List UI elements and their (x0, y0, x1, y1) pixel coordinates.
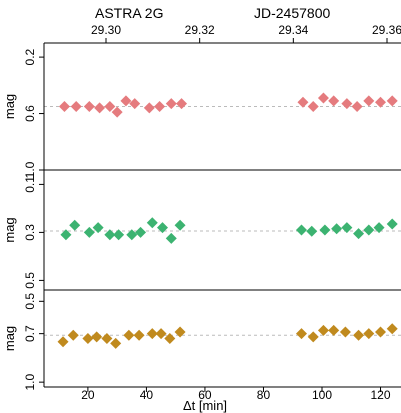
data-point (58, 101, 70, 112)
data-point (82, 333, 94, 344)
data-point (353, 329, 365, 341)
x-axis-label: Δt [min] (183, 398, 227, 413)
data-point (296, 224, 308, 236)
data-point (104, 101, 116, 112)
data-point (174, 219, 186, 231)
data-point (296, 328, 308, 340)
x-tick-label: 60 (198, 388, 212, 402)
data-point (307, 101, 319, 112)
top-tick-label: 29.30 (91, 23, 121, 37)
data-point (306, 225, 318, 237)
data-point (386, 218, 398, 230)
data-point (113, 229, 125, 241)
data-point (57, 336, 69, 348)
data-point (375, 326, 387, 338)
data-point (176, 98, 188, 110)
y-tick-label: 0.7 (23, 325, 37, 342)
x-tick-label: 120 (371, 388, 391, 402)
data-point (135, 226, 147, 238)
x-tick-label: 100 (312, 388, 332, 402)
data-point (373, 222, 385, 234)
data-point (328, 324, 340, 336)
top-tick-label: 29.34 (278, 23, 308, 37)
data-point (133, 329, 145, 341)
y-axis-label: mag (2, 326, 17, 351)
top-tick-label: 29.36 (372, 23, 401, 37)
data-point (319, 224, 331, 236)
data-point (104, 229, 116, 241)
data-point (126, 229, 138, 241)
data-point (154, 101, 166, 112)
data-point (174, 326, 186, 338)
data-point (92, 222, 104, 234)
data-point (146, 328, 158, 340)
data-point (165, 98, 177, 110)
data-point (363, 224, 375, 236)
data-point (155, 328, 167, 340)
jd-offset-label: JD-2457800 (254, 5, 330, 21)
y-tick-label: 0.2 (23, 48, 37, 65)
data-point (351, 101, 363, 112)
data-point (60, 229, 72, 241)
y-tick-label: 1.0 (23, 373, 37, 390)
data-point (110, 337, 122, 349)
data-point (146, 217, 158, 229)
data-point (341, 222, 353, 234)
data-point (341, 98, 353, 110)
data-point (317, 324, 329, 336)
data-point (363, 328, 375, 340)
object-name: ASTRA 2G (95, 5, 163, 21)
data-point (129, 98, 141, 110)
data-point (297, 96, 309, 108)
data-point (307, 331, 319, 343)
x-tick-label: 80 (257, 388, 271, 402)
chart-layer: 0.2 0.6 1.0 mag 0.1 0.3 0.5 mag 0.5 0.7 1.0 mag 29.3… (2, 23, 401, 402)
data-point (386, 95, 398, 107)
data-point (157, 222, 169, 234)
y-tick-label: 0.5 (23, 272, 37, 289)
data-point (111, 106, 123, 118)
data-point (83, 226, 95, 238)
data-point (363, 95, 375, 107)
data-point (386, 323, 398, 335)
data-point (101, 333, 113, 344)
data-point (123, 329, 135, 341)
data-point (67, 329, 79, 341)
data-point (94, 102, 106, 114)
top-tick-label: 29.32 (185, 23, 215, 37)
data-point (165, 232, 177, 244)
y-tick-label: 0.5 (23, 293, 37, 310)
data-point (353, 228, 365, 240)
y-tick-label: 0.6 (23, 105, 37, 122)
y-axis-label: mag (2, 217, 17, 242)
y-tick-label: 1.0 (23, 161, 37, 178)
y-tick-label: 0.1 (23, 176, 37, 193)
data-point (69, 219, 81, 231)
data-point (331, 223, 343, 235)
data-point (375, 96, 387, 108)
data-point (143, 102, 155, 114)
x-tick-label: 40 (140, 388, 154, 402)
y-axis-label: mag (2, 94, 17, 119)
y-tick-label: 0.3 (23, 224, 37, 241)
data-point (164, 333, 176, 344)
data-point (91, 331, 103, 343)
data-point (83, 101, 95, 112)
data-point (120, 95, 132, 107)
x-tick-label: 20 (81, 388, 95, 402)
data-point (317, 92, 329, 104)
data-point (339, 326, 351, 338)
data-point (328, 95, 340, 107)
data-point (70, 101, 82, 112)
